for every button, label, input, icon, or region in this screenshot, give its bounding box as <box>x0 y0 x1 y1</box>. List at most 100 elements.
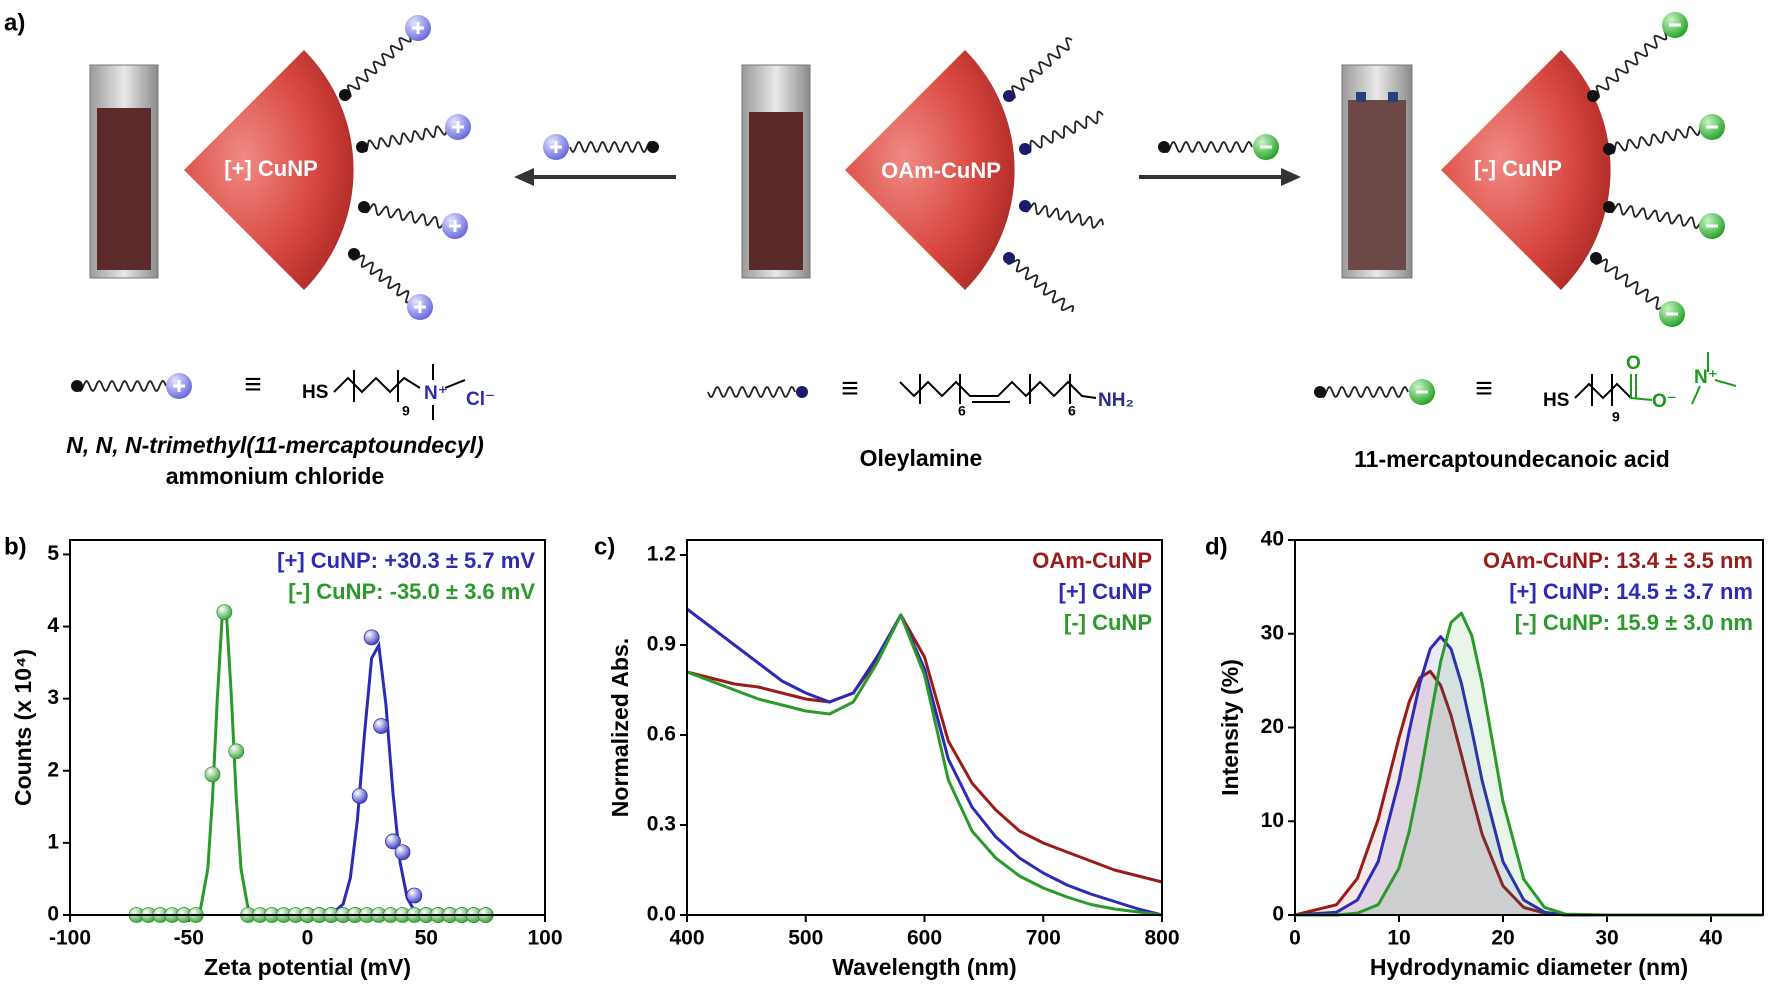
y-tick-label: 40 <box>1261 528 1284 551</box>
data-line <box>686 613 1163 884</box>
x-tick-label: 20 <box>1491 927 1514 950</box>
y-tick-label: 0.0 <box>647 903 676 926</box>
data-line <box>1294 635 1763 917</box>
fit-line <box>136 608 486 917</box>
x-tick-label: 40 <box>1699 927 1722 950</box>
particle-label: [-] CuNP <box>1474 156 1562 181</box>
ligand-chain <box>361 123 453 153</box>
formula-text: NH₂ <box>1098 390 1134 411</box>
anchor-dot <box>1158 141 1170 153</box>
x-tick-label: 30 <box>1595 927 1618 950</box>
legend-entry: OAm-CuNP <box>1032 548 1152 573</box>
formula <box>333 364 466 420</box>
fit-line <box>295 640 486 917</box>
y-tick-label: 0.3 <box>647 813 676 836</box>
x-tick-label: 700 <box>1026 927 1061 950</box>
legend-entry: [+] CuNP: +30.3 ± 5.7 mV <box>277 548 535 573</box>
area-fill <box>1295 671 1763 915</box>
x-tick-label: -100 <box>49 927 91 950</box>
panel-label: c) <box>594 533 615 560</box>
ligand-chain <box>1006 257 1075 313</box>
formula-text: N⁺ <box>424 383 448 404</box>
ligand-chain <box>1608 123 1707 155</box>
plot-area <box>686 607 1163 917</box>
data-point <box>406 887 423 904</box>
equivalence: ≡ <box>841 372 859 405</box>
y-tick-label: 30 <box>1261 621 1284 644</box>
ligand-name: ammonium chloride <box>166 463 385 489</box>
y-tick-label: 4 <box>47 614 59 637</box>
arrow <box>514 168 676 186</box>
nanoparticle <box>845 50 1015 290</box>
plot-frame <box>686 539 1163 916</box>
ligand-chain <box>1008 37 1073 99</box>
ligand-chain <box>1319 385 1409 399</box>
anchor-dot <box>348 248 360 260</box>
cuvette <box>89 64 159 279</box>
data-point <box>228 743 245 760</box>
y-tick-label: 0.9 <box>647 633 676 656</box>
y-tick-label: 0 <box>47 903 59 926</box>
y-tick-label: 0 <box>1272 903 1284 926</box>
ligand-chain <box>76 379 167 393</box>
data-point <box>394 844 411 861</box>
anchor-dot <box>1003 252 1015 264</box>
scheme: a) [+] CuNP OAm-CuNP [-] CuNP ≡ <box>4 9 1737 489</box>
data-point <box>351 788 368 804</box>
formula <box>899 374 1097 404</box>
y-tick-label: 20 <box>1261 715 1284 738</box>
y-tick-label: 5 <box>47 542 59 565</box>
ligand-chain <box>351 253 419 305</box>
formula-text: 6 <box>958 403 966 419</box>
data-point <box>216 604 233 621</box>
formula-text: 9 <box>1612 409 1620 425</box>
plot-frame <box>1294 539 1764 916</box>
nanoparticle <box>1441 50 1611 290</box>
x-tick-label: 500 <box>788 927 823 950</box>
chart: d) Hydrodynamic diameter (nm) Intensity (%… <box>1205 528 1764 980</box>
cuvette <box>741 64 811 279</box>
formula <box>1574 374 1632 406</box>
data-point <box>373 718 390 734</box>
equivalence: ≡ <box>1475 372 1493 405</box>
y-tick-label: 1 <box>47 830 59 853</box>
ligand-chain <box>1163 140 1253 154</box>
x-tick-label: -50 <box>174 927 204 950</box>
anchor-dot <box>1590 252 1602 264</box>
chart: c) Wavelength (nm) Normalized Abs. 400 500 60… <box>594 533 1180 980</box>
y-axis-label: Normalized Abs. <box>607 638 633 817</box>
x-tick-label: 800 <box>1144 927 1179 950</box>
ligand-chain <box>1594 257 1670 311</box>
x-tick-label: 50 <box>415 927 438 950</box>
anchor-dot <box>71 380 83 392</box>
x-tick-label: 10 <box>1387 927 1410 950</box>
data-line <box>1295 611 1763 917</box>
y-tick-label: 10 <box>1261 809 1284 832</box>
x-tick-label: 600 <box>907 927 942 950</box>
nanoparticle <box>184 50 354 290</box>
ligand-name: N, N, N-trimethyl(11-mercaptoundecyl) <box>66 432 483 458</box>
anchor-dot <box>358 201 370 213</box>
ligand-chain <box>569 140 654 154</box>
chart: b) Zeta potential (mV) Counts (x 10⁴) -100 -… <box>4 533 563 980</box>
plot-area <box>1294 611 1763 917</box>
equivalence: ≡ <box>244 368 262 401</box>
plot-frame <box>69 539 546 916</box>
y-tick-label: 3 <box>47 686 59 709</box>
anchor-dot <box>647 141 659 153</box>
y-tick-label: 1.2 <box>647 543 676 566</box>
anchor-dot <box>1314 386 1326 398</box>
x-tick-label: 0 <box>1289 927 1301 950</box>
formula-text: Cl⁻ <box>466 389 495 410</box>
formula-text: 9 <box>402 403 410 419</box>
area-fill <box>1295 613 1763 915</box>
x-tick-label: 0 <box>302 927 314 950</box>
formula <box>1630 352 1737 405</box>
anchor-dot <box>356 141 368 153</box>
formula-text: O⁻ <box>1652 391 1677 412</box>
y-axis-label: Counts (x 10⁴) <box>10 649 36 806</box>
x-axis-label: Zeta potential (mV) <box>204 954 411 980</box>
legend-entry: [-] CuNP <box>1064 610 1152 635</box>
legend-entry: [-] CuNP: 15.9 ± 3.0 nm <box>1515 610 1753 635</box>
ligand-name: Oleylamine <box>860 445 983 471</box>
